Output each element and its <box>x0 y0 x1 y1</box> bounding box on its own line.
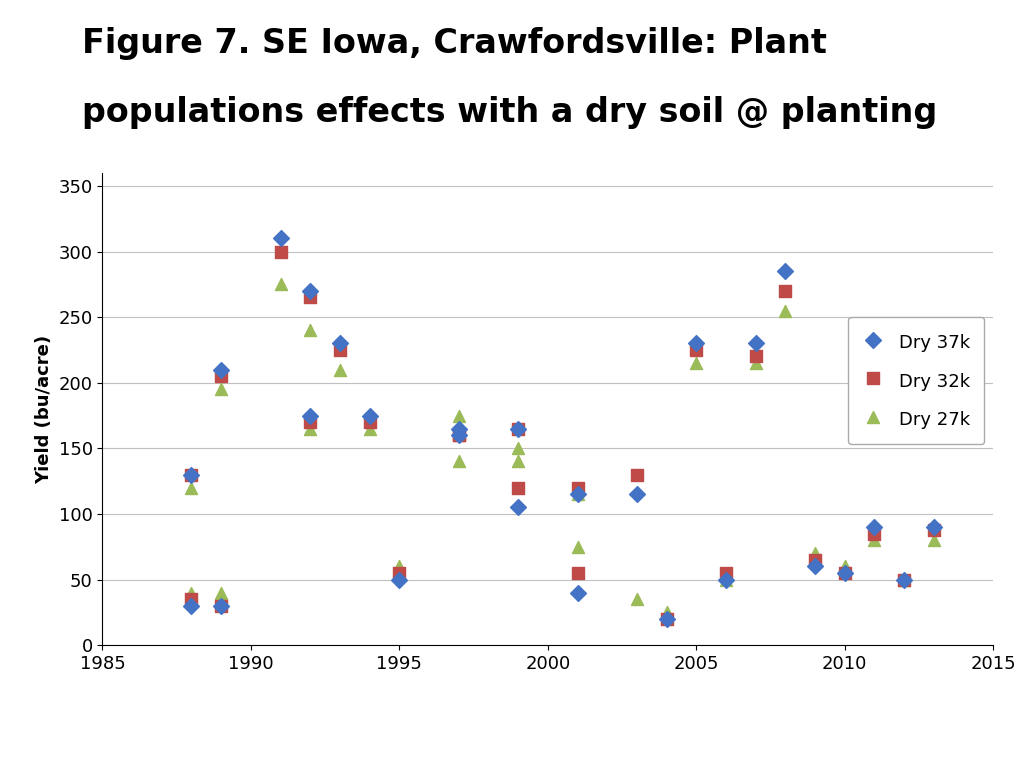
Dry 37k <box>213 600 229 612</box>
Dry 37k <box>629 488 645 501</box>
Dry 32k <box>451 429 467 442</box>
Dry 37k <box>183 600 200 612</box>
Dry 27k <box>361 422 378 435</box>
Text: Figure 7. SE Iowa, Crawfordsville: Plant: Figure 7. SE Iowa, Crawfordsville: Plant <box>82 27 826 60</box>
Dry 27k <box>332 363 348 376</box>
Dry 27k <box>718 574 734 586</box>
Dry 27k <box>451 455 467 468</box>
Dry 32k <box>272 246 289 258</box>
Dry 27k <box>896 574 912 586</box>
Dry 32k <box>658 613 675 625</box>
Dry 27k <box>658 606 675 618</box>
Dry 27k <box>391 561 408 573</box>
Dry 32k <box>807 554 823 566</box>
Dry 32k <box>748 350 764 362</box>
Dry 32k <box>302 416 318 429</box>
Dry 32k <box>629 468 645 481</box>
Dry 27k <box>183 587 200 599</box>
Dry 32k <box>896 574 912 586</box>
Dry 27k <box>569 541 586 553</box>
Dry 32k <box>183 593 200 605</box>
Dry 27k <box>510 455 526 468</box>
Dry 32k <box>183 468 200 481</box>
Dry 32k <box>361 416 378 429</box>
Dry 37k <box>391 574 408 586</box>
Dry 27k <box>688 357 705 369</box>
Dry 37k <box>718 574 734 586</box>
Text: Extension and Outreach: Extension and Outreach <box>41 733 262 751</box>
Dry 27k <box>213 587 229 599</box>
Dry 37k <box>510 422 526 435</box>
Dry 27k <box>183 482 200 494</box>
Dry 32k <box>837 567 853 579</box>
Dry 27k <box>629 593 645 605</box>
Y-axis label: Yield (bu/acre): Yield (bu/acre) <box>35 334 53 484</box>
Dry 32k <box>866 528 883 540</box>
Dry 37k <box>896 574 912 586</box>
Dry 32k <box>510 482 526 494</box>
Dry 37k <box>510 502 526 514</box>
Dry 32k <box>391 567 408 579</box>
Dry 37k <box>332 337 348 349</box>
Dry 37k <box>688 337 705 349</box>
Dry 27k <box>748 357 764 369</box>
Dry 27k <box>569 488 586 501</box>
Dry 32k <box>688 344 705 356</box>
Dry 32k <box>926 524 942 536</box>
Dry 32k <box>777 285 794 297</box>
Dry 37k <box>213 363 229 376</box>
Dry 37k <box>658 613 675 625</box>
Dry 37k <box>302 285 318 297</box>
Dry 27k <box>213 383 229 396</box>
Dry 37k <box>807 561 823 573</box>
Dry 27k <box>837 561 853 573</box>
Dry 27k <box>451 409 467 422</box>
Dry 37k <box>451 429 467 442</box>
Dry 32k <box>213 600 229 612</box>
Dry 32k <box>569 567 586 579</box>
Text: populations effects with a dry soil @ planting: populations effects with a dry soil @ pl… <box>82 96 937 129</box>
Legend: Dry 37k, Dry 32k, Dry 27k: Dry 37k, Dry 32k, Dry 27k <box>848 317 984 445</box>
Dry 27k <box>807 547 823 559</box>
Dry 27k <box>510 442 526 455</box>
Dry 27k <box>777 304 794 316</box>
Dry 27k <box>302 422 318 435</box>
Dry 37k <box>748 337 764 349</box>
Dry 37k <box>183 468 200 481</box>
Dry 32k <box>302 291 318 303</box>
Dry 32k <box>213 370 229 382</box>
Dry 27k <box>302 324 318 336</box>
Dry 37k <box>569 587 586 599</box>
Dry 37k <box>302 409 318 422</box>
Dry 32k <box>332 344 348 356</box>
Dry 37k <box>837 567 853 579</box>
Dry 37k <box>272 232 289 244</box>
Dry 37k <box>361 409 378 422</box>
Dry 27k <box>926 534 942 546</box>
Text: Iowa State University: Iowa State University <box>41 682 407 713</box>
Dry 37k <box>926 521 942 533</box>
Dry 37k <box>866 521 883 533</box>
Dry 37k <box>451 422 467 435</box>
Dry 32k <box>451 429 467 442</box>
Dry 32k <box>569 482 586 494</box>
Dry 32k <box>718 567 734 579</box>
Dry 27k <box>866 534 883 546</box>
Dry 37k <box>777 265 794 277</box>
Dry 27k <box>272 278 289 290</box>
Dry 32k <box>510 422 526 435</box>
Dry 37k <box>569 488 586 501</box>
